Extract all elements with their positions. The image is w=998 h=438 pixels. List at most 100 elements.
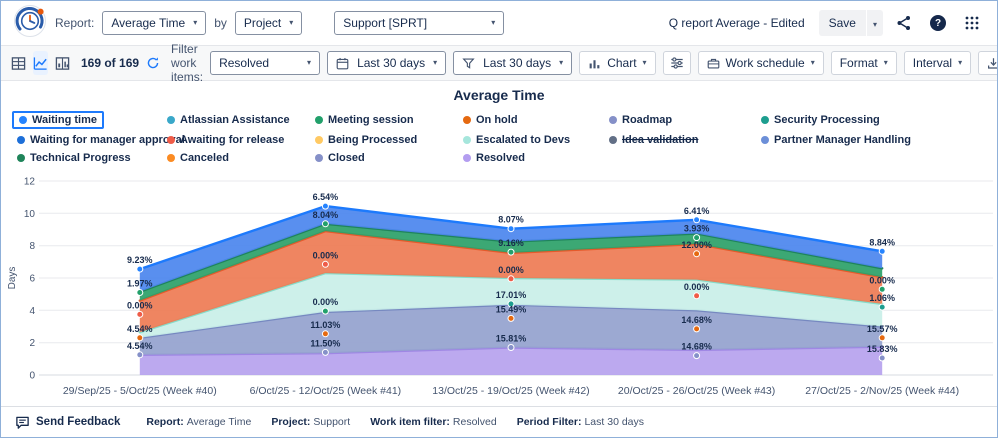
report-toolbar: 169 of 169 Filter work items: Resolved ▾… [1,42,997,84]
average-time-chart[interactable]: 0 2 4 6 8 10 12 Days 9.23% 1.97% 0.00% 4.54% 4.54% 6.… [1,169,997,406]
chart-type-button[interactable]: Chart ▾ [579,51,656,75]
legend-item[interactable]: Escalated to Devs [463,133,575,147]
group-by-select[interactable]: Project ▾ [234,11,303,35]
svg-text:15.81%: 15.81% [496,334,527,344]
svg-text:14.68%: 14.68% [681,315,712,325]
svg-text:10: 10 [24,209,36,220]
bar-chart-icon [589,59,600,68]
legend-item[interactable]: Resolved [463,151,530,165]
legend-label: Escalated to Devs [476,134,571,146]
help-icon: ? [930,15,946,31]
project-value: Support [SPRT] [343,16,428,30]
svg-text:0: 0 [29,371,35,382]
status-filter-select[interactable]: Resolved ▾ [210,51,321,75]
legend-item[interactable]: Waiting for manager approval [17,133,190,147]
legend-label: Being Processed [328,134,418,146]
chevron-down-icon: ▾ [872,20,877,29]
work-schedule-button[interactable]: Work schedule ▾ [697,51,824,75]
chevron-down-icon: ▾ [193,18,198,27]
work-items-count: 169 of 169 [81,56,140,70]
legend-color-dot [463,154,471,162]
svg-text:2: 2 [29,338,35,349]
legend-item[interactable]: Roadmap [609,113,677,127]
chevron-down-icon: ▾ [307,58,312,67]
svg-text:15.49%: 15.49% [496,304,527,314]
chevron-down-icon: ▾ [810,58,815,67]
table-view-button[interactable] [11,51,26,75]
legend-item[interactable]: Canceled [167,151,234,165]
group-by-value: Project [243,16,282,30]
share-button[interactable] [891,10,917,36]
legend-label: On hold [476,114,518,126]
svg-text:0.00%: 0.00% [313,297,339,307]
chart-view-icon [33,56,47,70]
legend-color-dot [17,136,25,144]
report-label: Report: [55,16,95,30]
export-button[interactable]: Export ▾ [978,51,997,75]
svg-text:12.00%: 12.00% [681,240,712,250]
legend-item[interactable]: Awaiting for release [167,133,289,147]
legend-item[interactable]: On hold [463,113,523,127]
svg-text:3.93%: 3.93% [684,224,710,234]
save-button[interactable]: Save [818,10,866,36]
refresh-button[interactable] [146,51,160,75]
legend-color-dot [19,116,27,124]
chevron-down-icon: ▾ [642,58,647,67]
project-select[interactable]: Support [SPRT] ▾ [334,11,505,35]
save-split-button: Save ▾ [818,10,883,36]
chart-type-label: Chart [607,56,637,70]
footer-summary-item: Project: Support [271,416,351,428]
legend-item[interactable]: Partner Manager Handling [761,133,916,147]
svg-text:0.00%: 0.00% [869,275,895,285]
legend-color-dot [609,116,617,124]
saved-report-title: Q report Average - Edited [668,16,805,30]
legend-color-dot [315,136,323,144]
legend-color-dot [463,116,471,124]
legend-item[interactable]: Security Processing [761,113,885,127]
chart-view-button[interactable] [33,51,48,75]
svg-text:0.00%: 0.00% [684,282,710,292]
svg-text:6/Oct/25 - 12/Oct/25 (Week #41: 6/Oct/25 - 12/Oct/25 (Week #41) [250,385,402,397]
table-chart-view-button[interactable] [55,51,70,75]
save-menu-button[interactable]: ▾ [866,10,883,36]
svg-text:20/Oct/25 - 26/Oct/25 (Week #4: 20/Oct/25 - 26/Oct/25 (Week #43) [618,385,775,397]
legend-item[interactable]: Waiting time [12,111,104,129]
send-feedback-button[interactable]: Send Feedback [15,415,120,430]
svg-text:14.68%: 14.68% [681,342,712,352]
legend-item[interactable]: Atlassian Assistance [167,113,295,127]
apps-grid-icon [965,16,979,30]
svg-text:27/Oct/25 - 2/Nov/25 (Week #44: 27/Oct/25 - 2/Nov/25 (Week #44) [805,385,959,397]
legend-label: Canceled [180,152,229,164]
sliders-icon [670,57,683,69]
svg-text:8.07%: 8.07% [498,215,524,225]
help-button[interactable]: ? [925,10,951,36]
legend-item[interactable]: Idea validation [609,133,703,147]
app-logo-icon [13,4,47,43]
chevron-down-icon: ▾ [883,58,888,67]
briefcase-icon [707,58,719,69]
svg-text:1.06%: 1.06% [869,293,895,303]
legend-item[interactable]: Being Processed [315,133,422,147]
report-type-select[interactable]: Average Time ▾ [102,11,207,35]
svg-text:6.54%: 6.54% [313,192,339,202]
format-button[interactable]: Format ▾ [830,51,897,75]
legend-label: Roadmap [622,114,673,126]
time-filter-value: Last 30 days [483,56,552,70]
legend-color-dot [761,136,769,144]
apps-grid-button[interactable] [959,10,985,36]
calendar-icon [336,57,349,69]
legend-color-dot [167,116,175,124]
date-range-select[interactable]: Last 30 days ▾ [327,51,447,75]
legend-item[interactable]: Technical Progress [17,151,136,165]
by-label: by [214,16,227,30]
time-filter-select[interactable]: Last 30 days ▾ [453,51,573,75]
format-label: Format [839,56,878,70]
legend-label: Waiting time [32,114,97,126]
svg-text:4: 4 [29,306,35,317]
chart-settings-button[interactable] [662,51,691,75]
legend-item[interactable]: Meeting session [315,113,419,127]
svg-text:9.16%: 9.16% [498,238,524,248]
legend-item[interactable]: Closed [315,151,370,165]
interval-button[interactable]: Interval ▾ [903,51,972,75]
